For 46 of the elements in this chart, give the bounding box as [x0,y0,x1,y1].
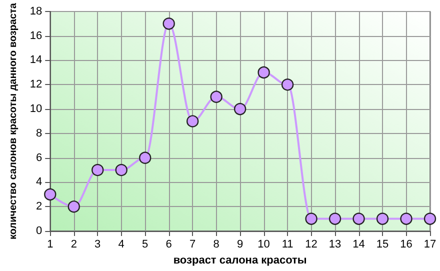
point [281,78,294,91]
point [376,212,389,225]
point [186,115,199,128]
y-tick-label: 2 [36,200,42,213]
x-tick-label: 11 [282,238,294,250]
point [210,90,222,103]
x-tick-label: 3 [94,238,101,250]
x-tick-label: 15 [376,238,389,250]
x-tick-label: 13 [328,238,342,250]
x-tick-label: 8 [213,238,220,250]
x-tick-label: 1 [47,238,54,250]
point [258,66,270,79]
point [328,212,342,225]
point [44,188,56,201]
y-tick-label: 16 [30,30,42,42]
y-tick-label: 0 [36,225,42,237]
x-tick-label: 4 [118,238,124,250]
x-tick-label: 16 [400,238,412,250]
x-axis-title: возраст салона красоты [173,254,307,266]
point [92,164,104,176]
x-tick-label: 5 [142,238,148,250]
x-tick-label: 10 [258,238,270,250]
point [139,152,152,164]
point [162,18,175,30]
x-tick-label: 2 [70,238,77,250]
x-tick-label: 6 [166,238,172,250]
point [424,212,436,225]
y-tick-label: 10 [30,103,42,116]
y-tick-label: 4 [36,176,42,188]
y-axis-title: количество салонов красоты данного возраста [8,2,19,240]
y-tick-label: 8 [36,127,42,140]
point [352,212,365,225]
x-tick-label: 17 [424,238,436,250]
x-tick-label: 7 [190,238,196,250]
y-tick-label: 18 [30,5,42,18]
x-tick-label: 9 [237,238,244,250]
point [68,200,80,213]
x-tick-label: 12 [305,238,318,250]
point [400,212,412,225]
x-tick-label: 14 [352,238,365,250]
point [234,102,246,116]
point [305,212,318,225]
y-tick-label: 6 [36,152,42,164]
y-tick-label: 12 [30,78,42,91]
point [115,164,128,176]
y-tick-label: 14 [30,54,42,66]
